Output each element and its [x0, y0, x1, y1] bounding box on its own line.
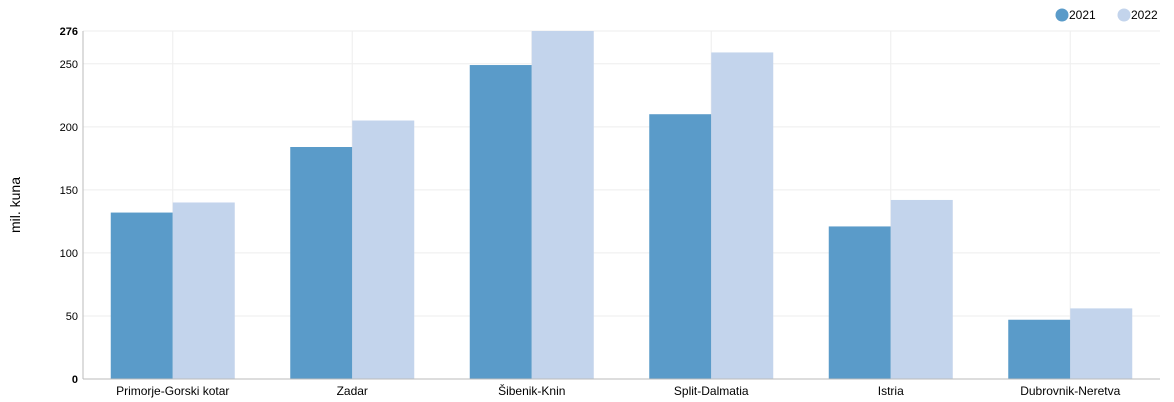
bar-2021-zadar[interactable] — [290, 147, 353, 379]
legend-swatch-2021 — [1055, 8, 1069, 22]
y-tick-label: 250 — [60, 59, 78, 71]
x-tick-label: Dubrovnik-Neretva — [1020, 384, 1120, 398]
x-tick-label: Šibenik-Knin — [498, 383, 565, 398]
y-tick-label: 100 — [60, 248, 78, 260]
x-tick-label: Primorje-Gorski kotar — [116, 384, 229, 398]
gridlines — [83, 30, 1160, 379]
bar-2021-istria[interactable] — [828, 226, 891, 379]
legend: 2021 2022 — [1055, 8, 1158, 22]
bar-2021-primorje-gorski-kotar[interactable] — [110, 212, 173, 379]
legend-swatch-2022 — [1117, 8, 1131, 22]
x-tick-label: Istria — [878, 384, 904, 398]
y-tick-labels: 0 50 100 150 200 250 276 — [60, 26, 78, 386]
bar-2022-primorje-gorski-kotar[interactable] — [172, 202, 235, 379]
bar-2022--ibenik-knin[interactable] — [531, 31, 594, 379]
bar-2022-dubrovnik-neretva[interactable] — [1070, 308, 1133, 379]
y-tick-label: 200 — [60, 122, 78, 134]
x-tick-labels: Primorje-Gorski kotar Zadar Šibenik-Knin Sp… — [116, 383, 1121, 398]
y-tick-label: 50 — [66, 311, 78, 323]
y-tick-label: 150 — [60, 185, 78, 197]
legend-label-2021: 2021 — [1069, 8, 1096, 22]
bar-2022-split-dalmatia[interactable] — [711, 52, 774, 379]
y-tick-label: 276 — [60, 26, 78, 38]
bar-2021-dubrovnik-neretva[interactable] — [1008, 319, 1071, 379]
bars — [110, 31, 1133, 380]
x-tick-label: Zadar — [337, 384, 368, 398]
legend-label-2022: 2022 — [1131, 8, 1158, 22]
bar-2021-split-dalmatia[interactable] — [649, 114, 712, 379]
axes — [82, 31, 1160, 380]
bar-2022-zadar[interactable] — [352, 120, 415, 380]
bar-2021--ibenik-knin[interactable] — [469, 65, 532, 379]
x-tick-label: Split-Dalmatia — [674, 384, 749, 398]
y-axis-label: mil. kuna — [7, 177, 23, 233]
y-tick-label: 0 — [72, 374, 78, 386]
bar-2022-istria[interactable] — [890, 199, 953, 379]
